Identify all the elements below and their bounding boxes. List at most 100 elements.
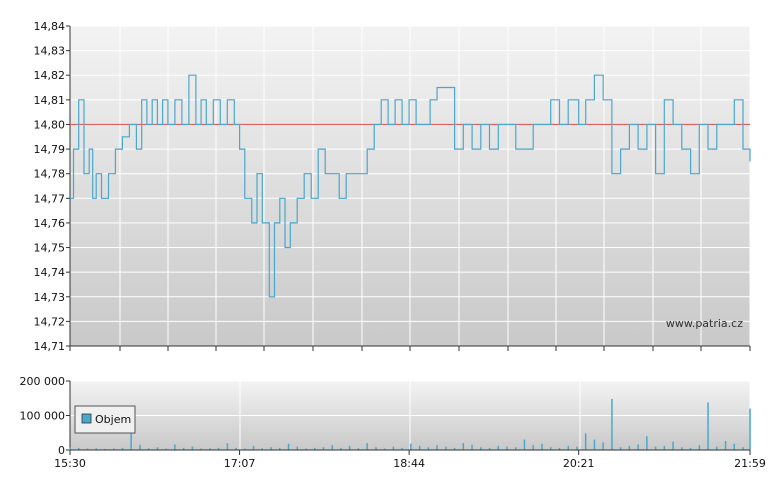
x-tick-label: 21:59 (734, 457, 766, 470)
volume-bar (733, 443, 735, 450)
price-y-tick-label: 14,72 (34, 315, 66, 328)
volume-bar (322, 447, 325, 450)
volume-bar (532, 445, 534, 450)
volume-y-tick-label: 100 000 (20, 410, 66, 423)
volume-bar (541, 443, 543, 450)
price-y-tick-label: 14,80 (34, 118, 66, 131)
volume-bar (392, 446, 395, 450)
price-y-tick-label: 14,79 (34, 143, 66, 156)
volume-bar (523, 439, 526, 450)
volume-bar (663, 445, 666, 450)
volume-bar (436, 445, 438, 450)
volume-bar (191, 446, 194, 450)
legend-label: Objem (95, 413, 131, 426)
volume-bar (716, 446, 718, 450)
volume-bar (707, 402, 709, 450)
volume-bar (672, 441, 674, 450)
volume-bar (646, 436, 648, 450)
volume-y-tick-label: 200 000 (20, 375, 66, 388)
price-y-tick-label: 14,76 (34, 217, 66, 230)
volume-bar (331, 445, 333, 450)
volume-y-tick-label: 0 (58, 444, 65, 457)
price-y-tick-label: 14,71 (34, 340, 66, 353)
volume-bar (471, 444, 473, 450)
volume-bar (480, 447, 482, 450)
volume-bar (139, 444, 141, 450)
price-y-tick-label: 14,74 (34, 266, 66, 279)
volume-bar (654, 446, 657, 450)
volume-bar (462, 443, 465, 450)
price-y-tick-label: 14,77 (34, 192, 66, 205)
volume-bar (427, 447, 430, 450)
volume-bar (270, 447, 272, 450)
volume-bar (252, 445, 255, 450)
volume-bar (340, 447, 342, 450)
volume-bar (724, 441, 727, 450)
volume-bar (244, 448, 246, 450)
volume-bar (550, 447, 552, 450)
volume-bar (261, 448, 263, 450)
volume-bar (217, 447, 220, 450)
volume-bar (366, 443, 368, 450)
volume-bar (497, 445, 499, 450)
volume-legend: Objem (74, 405, 136, 434)
price-y-tick-label: 14,73 (34, 291, 66, 304)
legend-swatch (81, 413, 92, 424)
volume-bar (86, 448, 89, 450)
volume-bar (383, 448, 386, 450)
volume-bar (506, 446, 508, 450)
volume-bar (410, 443, 412, 450)
volume-bar (156, 447, 159, 450)
volume-bar (445, 446, 447, 450)
watermark: www.patria.cz (666, 317, 743, 330)
volume-bar (584, 433, 587, 450)
volume-bar (182, 447, 185, 450)
x-tick-label: 18:44 (393, 457, 425, 470)
volume-bar (78, 447, 80, 450)
volume-bar (357, 448, 360, 450)
price-y-tick-label: 14,75 (34, 242, 66, 255)
volume-bar (611, 398, 613, 450)
volume-bar (689, 447, 692, 450)
volume-bar (558, 447, 561, 450)
volume-bar (121, 447, 124, 450)
volume-bar (314, 447, 316, 450)
volume-bar (279, 447, 281, 450)
volume-bar (488, 447, 491, 450)
volume-bar (113, 448, 115, 450)
volume-bar (637, 444, 639, 450)
price-series-line (70, 74, 751, 298)
volume-bar (515, 447, 517, 450)
volume-panel: 200 000 100 000 015:30 17:07 18:44 20:21 21:59 (20, 375, 766, 470)
volume-bar (698, 445, 701, 450)
volume-bar (174, 444, 176, 450)
x-tick-label: 15:30 (54, 457, 86, 470)
volume-bar (305, 448, 307, 450)
price-y-tick-label: 14,78 (34, 168, 66, 181)
volume-bar (348, 445, 351, 450)
price-y-tick-label: 14,81 (34, 94, 66, 107)
volume-bar (147, 448, 150, 450)
volume-bar (681, 447, 683, 450)
price-y-tick-label: 14,83 (34, 45, 66, 58)
volume-bar (287, 443, 290, 450)
volume-bar (418, 445, 421, 450)
x-tick-label: 17:07 (224, 457, 256, 470)
volume-bar (235, 447, 237, 450)
volume-bar (619, 447, 622, 450)
volume-bar (200, 448, 202, 450)
volume-bar (165, 448, 167, 450)
price-panel: 14,84 14,83 14,82 14,81 14,80 14,79 14,78 14,77… (34, 20, 751, 353)
volume-bar (628, 445, 631, 450)
volume-bar (453, 447, 456, 450)
volume-bar (401, 447, 403, 450)
volume-bar (95, 448, 97, 450)
price-y-tick-label: 14,82 (34, 69, 66, 82)
volume-bar (742, 447, 744, 450)
volume-bar (567, 445, 569, 450)
x-tick-label: 20:21 (563, 457, 595, 470)
volume-bar (602, 442, 604, 450)
volume-bar (226, 443, 229, 450)
volume-bar (375, 447, 377, 450)
